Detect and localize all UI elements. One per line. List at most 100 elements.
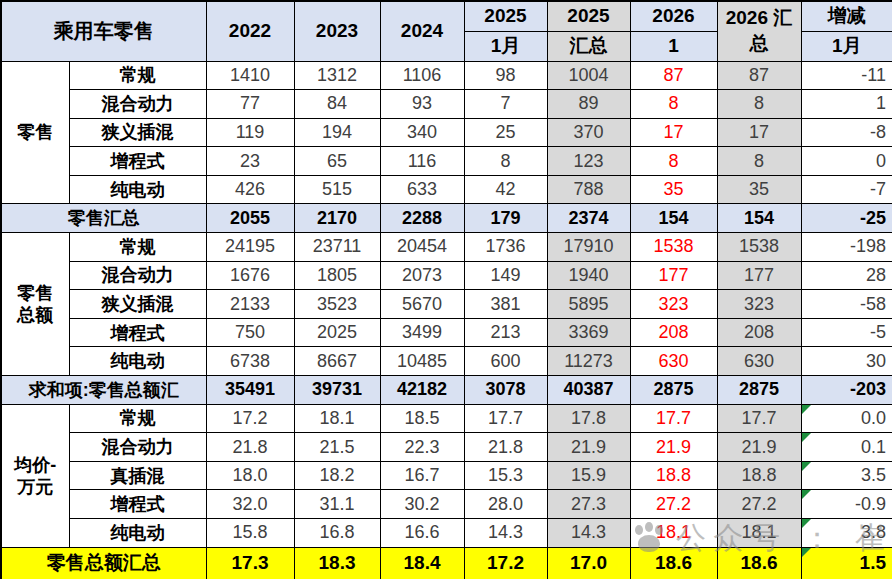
value-cell: 213 xyxy=(464,318,547,347)
value-cell: -25 xyxy=(801,204,892,233)
value-cell: 0 xyxy=(801,147,892,176)
value-cell: 31.1 xyxy=(294,490,380,519)
summary-row-label: 求和项:零售总额汇 xyxy=(1,376,206,405)
value-cell: 17.7 xyxy=(464,404,547,433)
value-cell: 18.8 xyxy=(630,461,717,490)
value-cell: 8 xyxy=(717,90,801,119)
value-cell: 3523 xyxy=(294,290,380,319)
value-cell: 18.5 xyxy=(380,404,464,433)
table-row: 纯电动67388667104856001127363063030 xyxy=(1,347,892,376)
row-label: 增程式 xyxy=(69,147,206,176)
table-row: 混合动力167618052073149194017717728 xyxy=(1,261,892,290)
value-cell: 1.5 xyxy=(801,547,892,579)
value-cell: 1106 xyxy=(380,61,464,90)
value-cell: 35 xyxy=(630,175,717,204)
col-header-2026-year: 2026 xyxy=(630,1,717,31)
value-cell: 21.8 xyxy=(206,433,294,462)
value-cell: 1538 xyxy=(630,233,717,262)
value-cell: 2055 xyxy=(206,204,294,233)
value-cell: 2875 xyxy=(630,376,717,405)
value-cell: 27.2 xyxy=(717,490,801,519)
col-header-2025-sum-label: 汇总 xyxy=(547,31,630,61)
table-row: 狭义插混119194340253701717-8 xyxy=(1,118,892,147)
table-row: 纯电动15.816.816.614.314.318.118.13.8 xyxy=(1,519,892,548)
value-cell: 1004 xyxy=(547,61,630,90)
value-cell: 2288 xyxy=(380,204,464,233)
value-cell: 194 xyxy=(294,118,380,147)
value-cell: 323 xyxy=(630,290,717,319)
row-label: 常规 xyxy=(69,404,206,433)
value-cell: 18.6 xyxy=(630,547,717,579)
value-cell: 77 xyxy=(206,90,294,119)
row-label: 真插混 xyxy=(69,461,206,490)
col-header-2025-sum-year: 2025 xyxy=(547,1,630,31)
value-cell: 3.8 xyxy=(801,519,892,548)
value-cell: 2133 xyxy=(206,290,294,319)
value-cell: 11273 xyxy=(547,347,630,376)
value-cell: 426 xyxy=(206,175,294,204)
value-cell: 15.8 xyxy=(206,519,294,548)
value-cell: 17 xyxy=(717,118,801,147)
value-cell: 42182 xyxy=(380,376,464,405)
value-cell: 1736 xyxy=(464,233,547,262)
value-cell: 17.7 xyxy=(630,404,717,433)
value-cell: 17910 xyxy=(547,233,630,262)
value-cell: 1410 xyxy=(206,61,294,90)
value-cell: 18.6 xyxy=(717,547,801,579)
value-cell: 24195 xyxy=(206,233,294,262)
value-cell: -203 xyxy=(801,376,892,405)
value-cell: 14.3 xyxy=(547,519,630,548)
value-cell: 28.0 xyxy=(464,490,547,519)
value-cell: 1805 xyxy=(294,261,380,290)
value-cell: 65 xyxy=(294,147,380,176)
value-cell: 17.2 xyxy=(206,404,294,433)
value-cell: 84 xyxy=(294,90,380,119)
value-cell: 18.1 xyxy=(630,519,717,548)
table-row: 零售常规1410131211069810048787-11 xyxy=(1,61,892,90)
value-cell: 30 xyxy=(801,347,892,376)
value-cell: -198 xyxy=(801,233,892,262)
value-cell: 89 xyxy=(547,90,630,119)
value-cell: -11 xyxy=(801,61,892,90)
col-header-2023: 2023 xyxy=(294,1,380,61)
col-header-2026-month: 1 xyxy=(630,31,717,61)
value-cell: 630 xyxy=(717,347,801,376)
value-cell: 14.3 xyxy=(464,519,547,548)
value-cell: 30.2 xyxy=(380,490,464,519)
col-header-2025-jan-month: 1月 xyxy=(464,31,547,61)
table-row: 零售总额汇总17.318.318.417.217.018.618.61.5 xyxy=(1,547,892,579)
retail-data-table: 乘用车零售 2022 2023 2024 2025 2025 2026 2026… xyxy=(0,0,892,579)
value-cell: 21.8 xyxy=(464,433,547,462)
value-cell: 21.9 xyxy=(717,433,801,462)
value-cell: 788 xyxy=(547,175,630,204)
value-cell: 17.0 xyxy=(547,547,630,579)
value-cell: 515 xyxy=(294,175,380,204)
value-cell: 18.1 xyxy=(294,404,380,433)
value-cell: 5670 xyxy=(380,290,464,319)
value-cell: 116 xyxy=(380,147,464,176)
value-cell: 1 xyxy=(801,90,892,119)
value-cell: 1676 xyxy=(206,261,294,290)
table-row: 纯电动426515633427883535-7 xyxy=(1,175,892,204)
row-label: 混合动力 xyxy=(69,433,206,462)
value-cell: -0.9 xyxy=(801,490,892,519)
group-label: 零售总额 xyxy=(1,233,69,376)
value-cell: 18.8 xyxy=(717,461,801,490)
row-label: 纯电动 xyxy=(69,347,206,376)
value-cell: 98 xyxy=(464,61,547,90)
value-cell: 3078 xyxy=(464,376,547,405)
value-cell: 23711 xyxy=(294,233,380,262)
value-cell: 17.3 xyxy=(206,547,294,579)
row-label: 纯电动 xyxy=(69,519,206,548)
value-cell: 21.5 xyxy=(294,433,380,462)
value-cell: 8667 xyxy=(294,347,380,376)
value-cell: 39731 xyxy=(294,376,380,405)
table-row: 混合动力778493789881 xyxy=(1,90,892,119)
col-header-2024: 2024 xyxy=(380,1,464,61)
spreadsheet-screenshot: 乘用车零售 2022 2023 2024 2025 2025 2026 2026… xyxy=(0,0,892,579)
value-cell: 10485 xyxy=(380,347,464,376)
value-cell: 154 xyxy=(630,204,717,233)
row-label: 常规 xyxy=(69,233,206,262)
col-header-2026-sum: 2026 汇总 xyxy=(717,1,801,61)
table-row: 增程式23651168123880 xyxy=(1,147,892,176)
